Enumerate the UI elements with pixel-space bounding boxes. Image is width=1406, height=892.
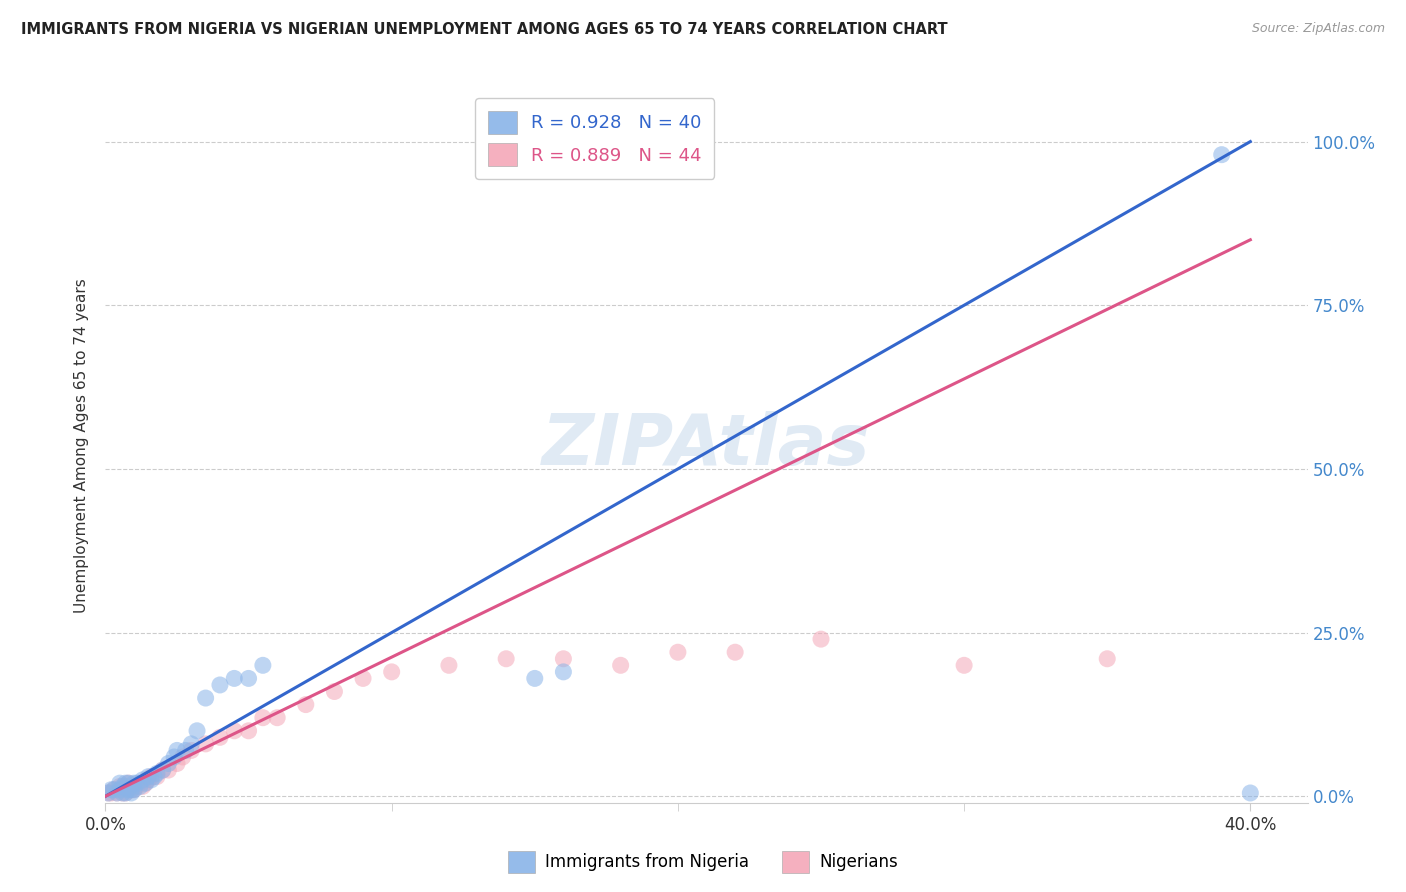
Point [120, 782, 142, 797]
Point [810, 632, 832, 647]
Point [553, 652, 575, 666]
Point [1239, 786, 1261, 800]
Point [208, 731, 231, 745]
Point [114, 780, 136, 794]
Y-axis label: Unemployment Among Ages 65 to 74 years: Unemployment Among Ages 65 to 74 years [75, 278, 90, 614]
Point [117, 776, 139, 790]
Point [141, 770, 163, 784]
Point [117, 782, 139, 797]
Point [157, 763, 180, 777]
Point [1211, 147, 1233, 161]
Point [122, 782, 145, 797]
Point [381, 665, 404, 679]
Point [108, 782, 131, 797]
Point [103, 782, 125, 797]
Point [135, 776, 157, 790]
Point [114, 786, 136, 800]
Point [238, 672, 260, 686]
Text: ZIPAtlas: ZIPAtlas [543, 411, 870, 481]
Point [194, 691, 217, 706]
Point [180, 743, 202, 757]
Point [97, 786, 120, 800]
Point [135, 776, 157, 790]
Point [609, 658, 631, 673]
Point [131, 772, 153, 787]
Point [128, 776, 150, 790]
Point [138, 770, 160, 784]
Point [157, 756, 180, 771]
Point [1095, 652, 1118, 666]
Point [437, 658, 460, 673]
Point [114, 786, 136, 800]
Point [238, 723, 260, 738]
Point [108, 780, 131, 794]
Point [100, 782, 122, 797]
Point [125, 780, 148, 794]
Point [252, 658, 274, 673]
Point [295, 698, 318, 712]
Point [523, 672, 546, 686]
Point [100, 786, 122, 800]
Point [108, 776, 131, 790]
Point [953, 658, 976, 673]
Point [128, 780, 150, 794]
Point [266, 711, 288, 725]
Point [146, 770, 169, 784]
Point [180, 737, 202, 751]
Point [120, 786, 142, 800]
Point [105, 786, 128, 800]
Point [114, 776, 136, 790]
Point [111, 786, 134, 800]
Point [166, 756, 188, 771]
Point [166, 743, 188, 757]
Point [352, 672, 374, 686]
Point [122, 776, 145, 790]
Point [208, 678, 231, 692]
Point [186, 723, 208, 738]
Point [108, 782, 131, 797]
Point [120, 782, 142, 797]
Point [105, 786, 128, 800]
Legend: Immigrants from Nigeria, Nigerians: Immigrants from Nigeria, Nigerians [502, 845, 904, 880]
Point [252, 711, 274, 725]
Point [125, 776, 148, 790]
Point [724, 645, 747, 659]
Point [224, 723, 246, 738]
Point [666, 645, 689, 659]
Point [152, 763, 174, 777]
Point [174, 743, 197, 757]
Point [138, 772, 160, 787]
Text: Source: ZipAtlas.com: Source: ZipAtlas.com [1251, 22, 1385, 36]
Point [97, 786, 120, 800]
Point [172, 750, 194, 764]
Point [194, 737, 217, 751]
Point [111, 786, 134, 800]
Point [122, 782, 145, 797]
Point [553, 665, 575, 679]
Point [224, 672, 246, 686]
Point [323, 684, 346, 698]
Point [146, 766, 169, 780]
Point [143, 770, 166, 784]
Point [163, 750, 186, 764]
Point [141, 772, 163, 787]
Text: IMMIGRANTS FROM NIGERIA VS NIGERIAN UNEMPLOYMENT AMONG AGES 65 TO 74 YEARS CORRE: IMMIGRANTS FROM NIGERIA VS NIGERIAN UNEM… [21, 22, 948, 37]
Point [111, 780, 134, 794]
Point [495, 652, 517, 666]
Point [117, 782, 139, 797]
Point [131, 780, 153, 794]
Point [152, 763, 174, 777]
Legend: R = 0.928   N = 40, R = 0.889   N = 44: R = 0.928 N = 40, R = 0.889 N = 44 [475, 98, 714, 179]
Point [117, 776, 139, 790]
Point [103, 782, 125, 797]
